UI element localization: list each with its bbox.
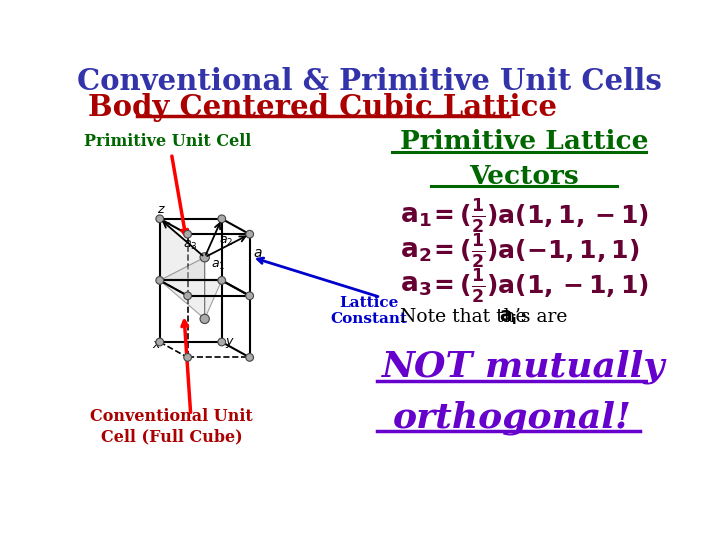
Text: $\mathbf{a_2}$: $\mathbf{a_2}$ [400,239,431,264]
Circle shape [200,253,210,262]
Circle shape [184,354,192,361]
Text: $\mathbf{= (\frac{1}{2})a(1,-1,1)}$: $\mathbf{= (\frac{1}{2})a(1,-1,1)}$ [429,267,649,305]
Text: orthogonal!: orthogonal! [393,400,632,435]
Text: $\mathbf{a_1}$: $\mathbf{a_1}$ [400,204,431,229]
Text: Body Centered Cubic Lattice: Body Centered Cubic Lattice [88,93,557,123]
Polygon shape [160,219,204,319]
Text: $\mathbf{a_3}$: $\mathbf{a_3}$ [400,273,431,298]
Text: $\mathbf{= (\frac{1}{2})a(-1,1,1)}$: $\mathbf{= (\frac{1}{2})a(-1,1,1)}$ [429,232,639,270]
Text: Primitive Lattice: Primitive Lattice [400,129,648,154]
Text: Lattice
Constant: Lattice Constant [330,296,408,326]
Text: Primitive Unit Cell: Primitive Unit Cell [84,133,251,150]
Text: Vectors: Vectors [469,164,579,189]
Circle shape [218,338,225,346]
Text: $\mathbf{= (\frac{1}{2})a(1,1,-1)}$: $\mathbf{= (\frac{1}{2})a(1,1,-1)}$ [429,198,649,235]
Circle shape [218,215,225,222]
Text: y: y [225,335,233,348]
Text: $a_2$: $a_2$ [219,234,233,247]
Text: Note that the: Note that the [400,308,533,326]
Text: $a_3$: $a_3$ [183,239,197,252]
Circle shape [200,314,210,323]
Circle shape [246,292,253,300]
Circle shape [184,292,192,300]
Text: Conventional & Primitive Unit Cells: Conventional & Primitive Unit Cells [76,68,662,96]
Text: $\mathbf{a_i}$: $\mathbf{a_i}$ [499,308,518,327]
Text: z: z [157,202,163,215]
Text: ’s are: ’s are [515,308,567,326]
Circle shape [246,231,253,238]
Circle shape [156,276,163,284]
Polygon shape [160,257,222,319]
Text: NOT mutually: NOT mutually [382,349,666,384]
Circle shape [156,338,163,346]
Text: $a_1$: $a_1$ [211,259,225,272]
Text: Conventional Unit
Cell (Full Cube): Conventional Unit Cell (Full Cube) [90,408,253,445]
Circle shape [218,276,225,284]
Circle shape [156,215,163,222]
Text: a: a [253,246,262,260]
Circle shape [246,354,253,361]
Text: x: x [152,338,159,351]
Circle shape [184,231,192,238]
